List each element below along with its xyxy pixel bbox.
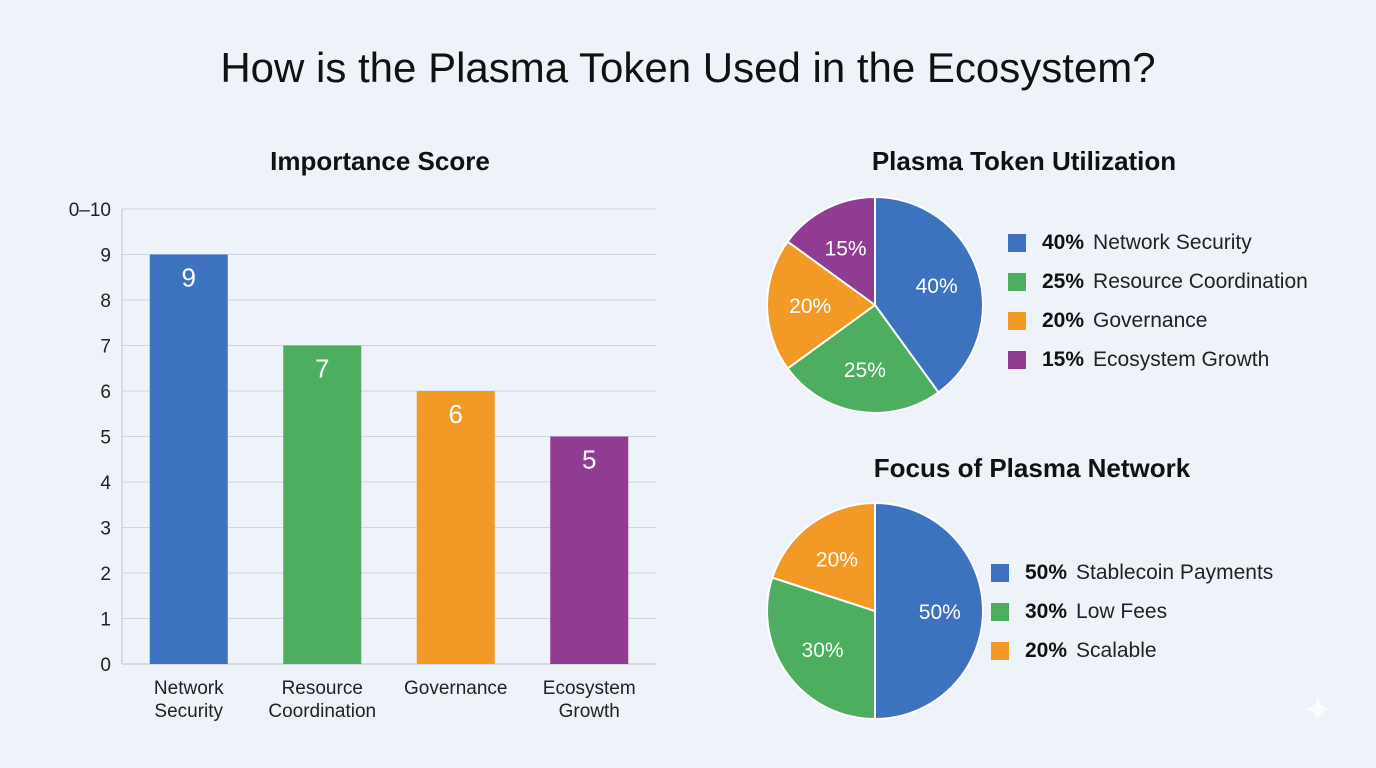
y-tick-label: 4 bbox=[100, 473, 111, 494]
legend-item: 20% Scalable bbox=[991, 631, 1273, 670]
y-tick-label: 8 bbox=[100, 291, 111, 312]
legend-label: Governance bbox=[1093, 308, 1208, 332]
legend-percent: 20% bbox=[1042, 308, 1085, 332]
x-tick-label: Network bbox=[154, 678, 224, 699]
y-tick-label: 7 bbox=[100, 337, 111, 358]
legend-label: Low Fees bbox=[1076, 599, 1168, 623]
legend-label: Network Security bbox=[1093, 230, 1252, 254]
utilization-legend: 40% Network Security 25% Resource Coordinat… bbox=[1008, 223, 1308, 379]
x-tick-label: Ecosystem bbox=[543, 678, 636, 699]
bar bbox=[550, 436, 629, 664]
page-title: How is the Plasma Token Used in the Ecos… bbox=[220, 44, 1156, 91]
legend-percent: 25% bbox=[1042, 269, 1085, 293]
pie-slice bbox=[874, 195, 984, 394]
x-tick-label: Governance bbox=[404, 678, 508, 699]
y-tick-label: 6 bbox=[100, 382, 111, 403]
legend-percent: 20% bbox=[1025, 638, 1068, 662]
legend-item: 25% Resource Coordination bbox=[1008, 262, 1308, 301]
bar-value-label: 5 bbox=[582, 445, 596, 475]
bar bbox=[416, 391, 495, 664]
x-tick-label: Resource bbox=[282, 678, 363, 699]
pie-value-label: 20% bbox=[789, 295, 831, 318]
y-tick-label: 0–10 bbox=[69, 200, 111, 221]
legend-item: 30% Low Fees bbox=[991, 592, 1273, 631]
legend-swatch bbox=[1008, 350, 1026, 369]
bar-value-label: 7 bbox=[315, 354, 329, 384]
pie-value-label: 40% bbox=[916, 275, 958, 298]
pie-value-label: 15% bbox=[825, 237, 867, 260]
bar-chart-title: Importance Score bbox=[270, 146, 490, 176]
y-tick-label: 5 bbox=[100, 428, 111, 449]
pie-slice bbox=[766, 240, 877, 370]
pie-slice bbox=[771, 501, 876, 613]
legend-swatch bbox=[991, 641, 1009, 660]
focus-legend: 50% Stablecoin Payments 30% Low Fees 20% Scal… bbox=[991, 553, 1273, 670]
bar-value-label: 9 bbox=[182, 263, 196, 293]
bar bbox=[149, 254, 228, 664]
legend-label: Resource Coordination bbox=[1093, 269, 1308, 293]
legend-swatch bbox=[1008, 233, 1026, 252]
legend-swatch bbox=[991, 602, 1009, 621]
legend-swatch bbox=[1008, 311, 1026, 330]
legend-percent: 40% bbox=[1042, 230, 1085, 254]
legend-percent: 50% bbox=[1025, 560, 1068, 584]
pie-value-label: 20% bbox=[816, 549, 858, 572]
pie-slice bbox=[786, 195, 876, 307]
legend-item: 15% Ecosystem Growth bbox=[1008, 340, 1308, 379]
sparkle-icon: ✦ bbox=[1302, 689, 1334, 730]
legend-percent: 15% bbox=[1042, 347, 1085, 371]
legend-percent: 30% bbox=[1025, 599, 1068, 623]
legend-item: 20% Governance bbox=[1008, 301, 1308, 340]
pie-value-label: 25% bbox=[844, 359, 886, 382]
legend-label: Stablecoin Payments bbox=[1076, 560, 1274, 584]
legend-item: 40% Network Security bbox=[1008, 223, 1308, 262]
legend-label: Ecosystem Growth bbox=[1093, 347, 1270, 371]
y-tick-label: 2 bbox=[100, 564, 111, 585]
pie-slice bbox=[766, 576, 876, 721]
legend-swatch bbox=[1008, 272, 1026, 291]
pie-value-label: 30% bbox=[802, 639, 844, 662]
y-tick-label: 1 bbox=[100, 610, 111, 631]
x-tick-label: Growth bbox=[559, 701, 620, 722]
y-tick-label: 9 bbox=[100, 246, 111, 267]
focus-pie-title: Focus of Plasma Network bbox=[873, 453, 1191, 483]
pie-slice bbox=[874, 501, 984, 721]
bar bbox=[283, 345, 362, 664]
x-tick-label: Coordination bbox=[268, 701, 376, 722]
x-tick-label: Security bbox=[154, 701, 223, 722]
bar-value-label: 6 bbox=[449, 399, 463, 429]
legend-swatch bbox=[991, 563, 1009, 582]
pie-slice bbox=[786, 303, 940, 414]
y-tick-label: 3 bbox=[100, 519, 111, 540]
pie-value-label: 50% bbox=[919, 601, 961, 624]
y-tick-label: 0 bbox=[100, 655, 111, 676]
legend-label: Scalable bbox=[1076, 638, 1157, 662]
legend-item: 50% Stablecoin Payments bbox=[991, 553, 1273, 592]
utilization-pie-title: Plasma Token Utilization bbox=[871, 146, 1177, 176]
